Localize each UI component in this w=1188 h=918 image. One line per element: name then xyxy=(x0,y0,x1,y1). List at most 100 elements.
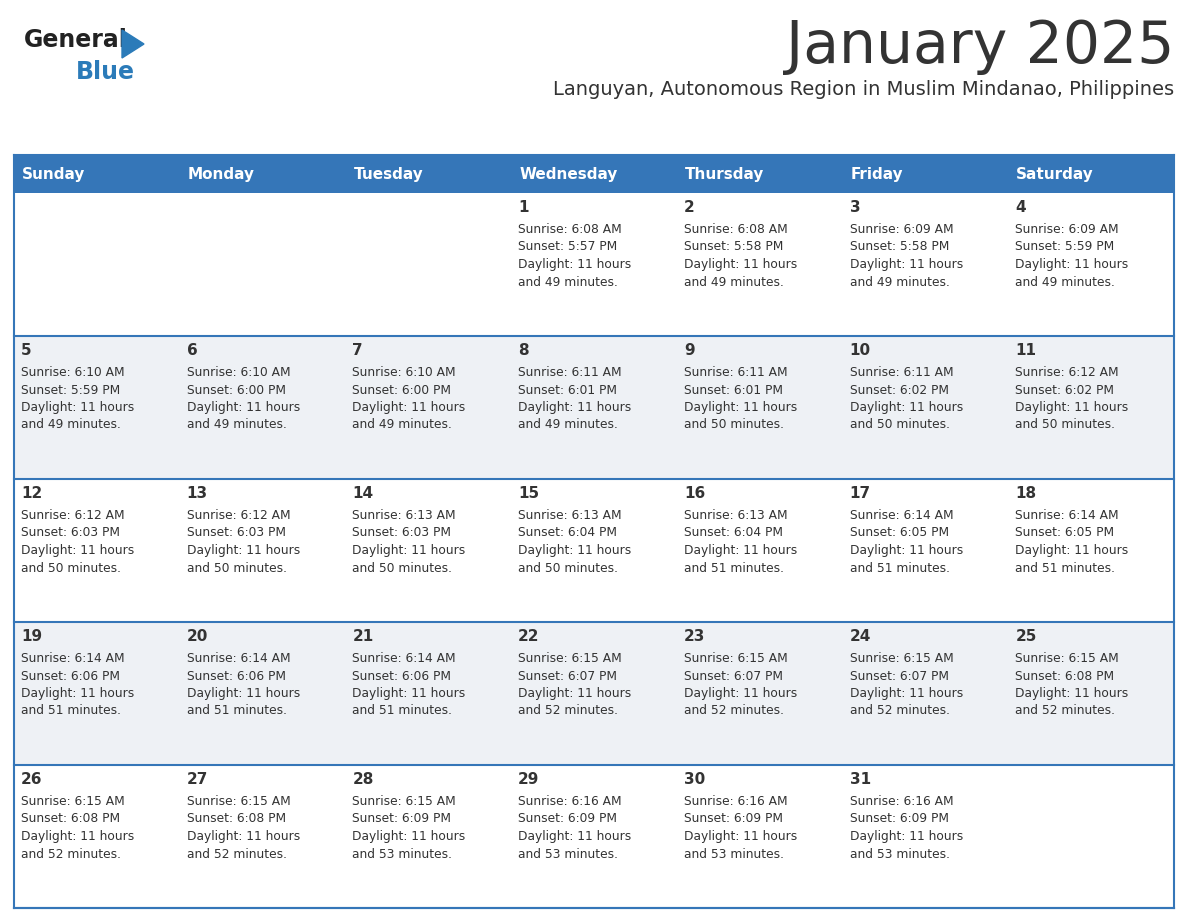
Text: Sunrise: 6:08 AM: Sunrise: 6:08 AM xyxy=(684,223,788,236)
Text: 30: 30 xyxy=(684,772,706,787)
Text: and 52 minutes.: and 52 minutes. xyxy=(1016,704,1116,718)
Text: and 50 minutes.: and 50 minutes. xyxy=(518,562,618,575)
Text: Daylight: 11 hours: Daylight: 11 hours xyxy=(849,687,962,700)
Text: and 52 minutes.: and 52 minutes. xyxy=(849,704,949,718)
Text: and 50 minutes.: and 50 minutes. xyxy=(187,562,286,575)
Text: Daylight: 11 hours: Daylight: 11 hours xyxy=(684,687,797,700)
Text: Daylight: 11 hours: Daylight: 11 hours xyxy=(187,687,299,700)
Text: 23: 23 xyxy=(684,629,706,644)
Text: Daylight: 11 hours: Daylight: 11 hours xyxy=(353,687,466,700)
Text: Sunset: 6:08 PM: Sunset: 6:08 PM xyxy=(21,812,120,825)
Text: Sunset: 6:08 PM: Sunset: 6:08 PM xyxy=(187,812,286,825)
Text: Daylight: 11 hours: Daylight: 11 hours xyxy=(684,258,797,271)
Text: Sunset: 6:09 PM: Sunset: 6:09 PM xyxy=(684,812,783,825)
Text: 10: 10 xyxy=(849,343,871,358)
Text: Sunrise: 6:15 AM: Sunrise: 6:15 AM xyxy=(518,652,621,665)
Text: Daylight: 11 hours: Daylight: 11 hours xyxy=(353,401,466,414)
Text: and 51 minutes.: and 51 minutes. xyxy=(1016,562,1116,575)
Text: Sunset: 6:01 PM: Sunset: 6:01 PM xyxy=(518,384,617,397)
Bar xyxy=(842,155,1009,193)
Text: Wednesday: Wednesday xyxy=(519,166,618,182)
Text: and 50 minutes.: and 50 minutes. xyxy=(21,562,121,575)
Text: 27: 27 xyxy=(187,772,208,787)
Text: and 52 minutes.: and 52 minutes. xyxy=(518,704,618,718)
Text: Sunset: 6:06 PM: Sunset: 6:06 PM xyxy=(353,669,451,682)
Text: Sunset: 6:07 PM: Sunset: 6:07 PM xyxy=(684,669,783,682)
Text: 6: 6 xyxy=(187,343,197,358)
Text: 14: 14 xyxy=(353,486,373,501)
Text: and 49 minutes.: and 49 minutes. xyxy=(518,275,618,288)
Text: Sunrise: 6:13 AM: Sunrise: 6:13 AM xyxy=(518,509,621,522)
Bar xyxy=(14,622,1174,765)
Text: Sunrise: 6:16 AM: Sunrise: 6:16 AM xyxy=(849,795,953,808)
Text: and 51 minutes.: and 51 minutes. xyxy=(353,704,453,718)
Text: Sunrise: 6:15 AM: Sunrise: 6:15 AM xyxy=(353,795,456,808)
Text: and 50 minutes.: and 50 minutes. xyxy=(1016,419,1116,431)
Text: and 49 minutes.: and 49 minutes. xyxy=(684,275,784,288)
Text: 19: 19 xyxy=(21,629,42,644)
Text: Sunset: 6:09 PM: Sunset: 6:09 PM xyxy=(849,812,948,825)
Text: Sunset: 6:00 PM: Sunset: 6:00 PM xyxy=(187,384,286,397)
Text: 8: 8 xyxy=(518,343,529,358)
Text: Sunrise: 6:14 AM: Sunrise: 6:14 AM xyxy=(187,652,290,665)
Text: Daylight: 11 hours: Daylight: 11 hours xyxy=(684,830,797,843)
Text: and 49 minutes.: and 49 minutes. xyxy=(353,419,453,431)
Text: 11: 11 xyxy=(1016,343,1036,358)
Text: Daylight: 11 hours: Daylight: 11 hours xyxy=(1016,687,1129,700)
Text: 17: 17 xyxy=(849,486,871,501)
Text: Sunset: 5:59 PM: Sunset: 5:59 PM xyxy=(21,384,120,397)
Text: and 49 minutes.: and 49 minutes. xyxy=(1016,275,1116,288)
Text: Sunrise: 6:09 AM: Sunrise: 6:09 AM xyxy=(1016,223,1119,236)
Text: Sunset: 5:58 PM: Sunset: 5:58 PM xyxy=(849,241,949,253)
Bar xyxy=(511,155,677,193)
Text: Sunrise: 6:14 AM: Sunrise: 6:14 AM xyxy=(1016,509,1119,522)
Bar xyxy=(14,479,1174,622)
Text: Sunset: 6:09 PM: Sunset: 6:09 PM xyxy=(518,812,617,825)
Text: Sunrise: 6:14 AM: Sunrise: 6:14 AM xyxy=(21,652,125,665)
Text: 15: 15 xyxy=(518,486,539,501)
Bar xyxy=(14,765,1174,908)
Text: and 52 minutes.: and 52 minutes. xyxy=(684,704,784,718)
Text: 28: 28 xyxy=(353,772,374,787)
Text: January 2025: January 2025 xyxy=(785,18,1174,75)
Text: 31: 31 xyxy=(849,772,871,787)
Text: and 50 minutes.: and 50 minutes. xyxy=(849,419,949,431)
Text: Daylight: 11 hours: Daylight: 11 hours xyxy=(684,544,797,557)
Text: Sunrise: 6:15 AM: Sunrise: 6:15 AM xyxy=(21,795,125,808)
Text: Sunrise: 6:14 AM: Sunrise: 6:14 AM xyxy=(353,652,456,665)
Text: and 53 minutes.: and 53 minutes. xyxy=(684,847,784,860)
Bar xyxy=(14,193,1174,336)
Text: Sunrise: 6:13 AM: Sunrise: 6:13 AM xyxy=(353,509,456,522)
Text: Sunrise: 6:12 AM: Sunrise: 6:12 AM xyxy=(1016,366,1119,379)
Text: Sunrise: 6:15 AM: Sunrise: 6:15 AM xyxy=(1016,652,1119,665)
Text: Sunset: 5:59 PM: Sunset: 5:59 PM xyxy=(1016,241,1114,253)
Text: 7: 7 xyxy=(353,343,364,358)
Text: Sunset: 6:00 PM: Sunset: 6:00 PM xyxy=(353,384,451,397)
Text: 3: 3 xyxy=(849,200,860,215)
Text: and 49 minutes.: and 49 minutes. xyxy=(187,419,286,431)
Text: and 51 minutes.: and 51 minutes. xyxy=(21,704,121,718)
Text: Blue: Blue xyxy=(76,60,135,84)
Text: Sunrise: 6:15 AM: Sunrise: 6:15 AM xyxy=(849,652,953,665)
Text: Sunset: 6:07 PM: Sunset: 6:07 PM xyxy=(849,669,948,682)
Bar xyxy=(14,336,1174,479)
Text: Sunrise: 6:08 AM: Sunrise: 6:08 AM xyxy=(518,223,621,236)
Text: Sunset: 6:02 PM: Sunset: 6:02 PM xyxy=(849,384,948,397)
Text: Daylight: 11 hours: Daylight: 11 hours xyxy=(21,687,134,700)
Text: and 53 minutes.: and 53 minutes. xyxy=(518,847,618,860)
Text: 16: 16 xyxy=(684,486,706,501)
Text: Sunrise: 6:11 AM: Sunrise: 6:11 AM xyxy=(849,366,953,379)
Text: 29: 29 xyxy=(518,772,539,787)
Text: Sunset: 6:08 PM: Sunset: 6:08 PM xyxy=(1016,669,1114,682)
Text: Sunset: 6:05 PM: Sunset: 6:05 PM xyxy=(1016,527,1114,540)
Text: Sunrise: 6:10 AM: Sunrise: 6:10 AM xyxy=(187,366,290,379)
Text: 22: 22 xyxy=(518,629,539,644)
Text: Sunrise: 6:11 AM: Sunrise: 6:11 AM xyxy=(518,366,621,379)
Text: Sunrise: 6:11 AM: Sunrise: 6:11 AM xyxy=(684,366,788,379)
Text: Daylight: 11 hours: Daylight: 11 hours xyxy=(187,401,299,414)
Text: Daylight: 11 hours: Daylight: 11 hours xyxy=(1016,544,1129,557)
Text: Daylight: 11 hours: Daylight: 11 hours xyxy=(353,830,466,843)
Text: Sunday: Sunday xyxy=(23,166,86,182)
Text: Languyan, Autonomous Region in Muslim Mindanao, Philippines: Languyan, Autonomous Region in Muslim Mi… xyxy=(552,80,1174,99)
Text: Sunrise: 6:13 AM: Sunrise: 6:13 AM xyxy=(684,509,788,522)
